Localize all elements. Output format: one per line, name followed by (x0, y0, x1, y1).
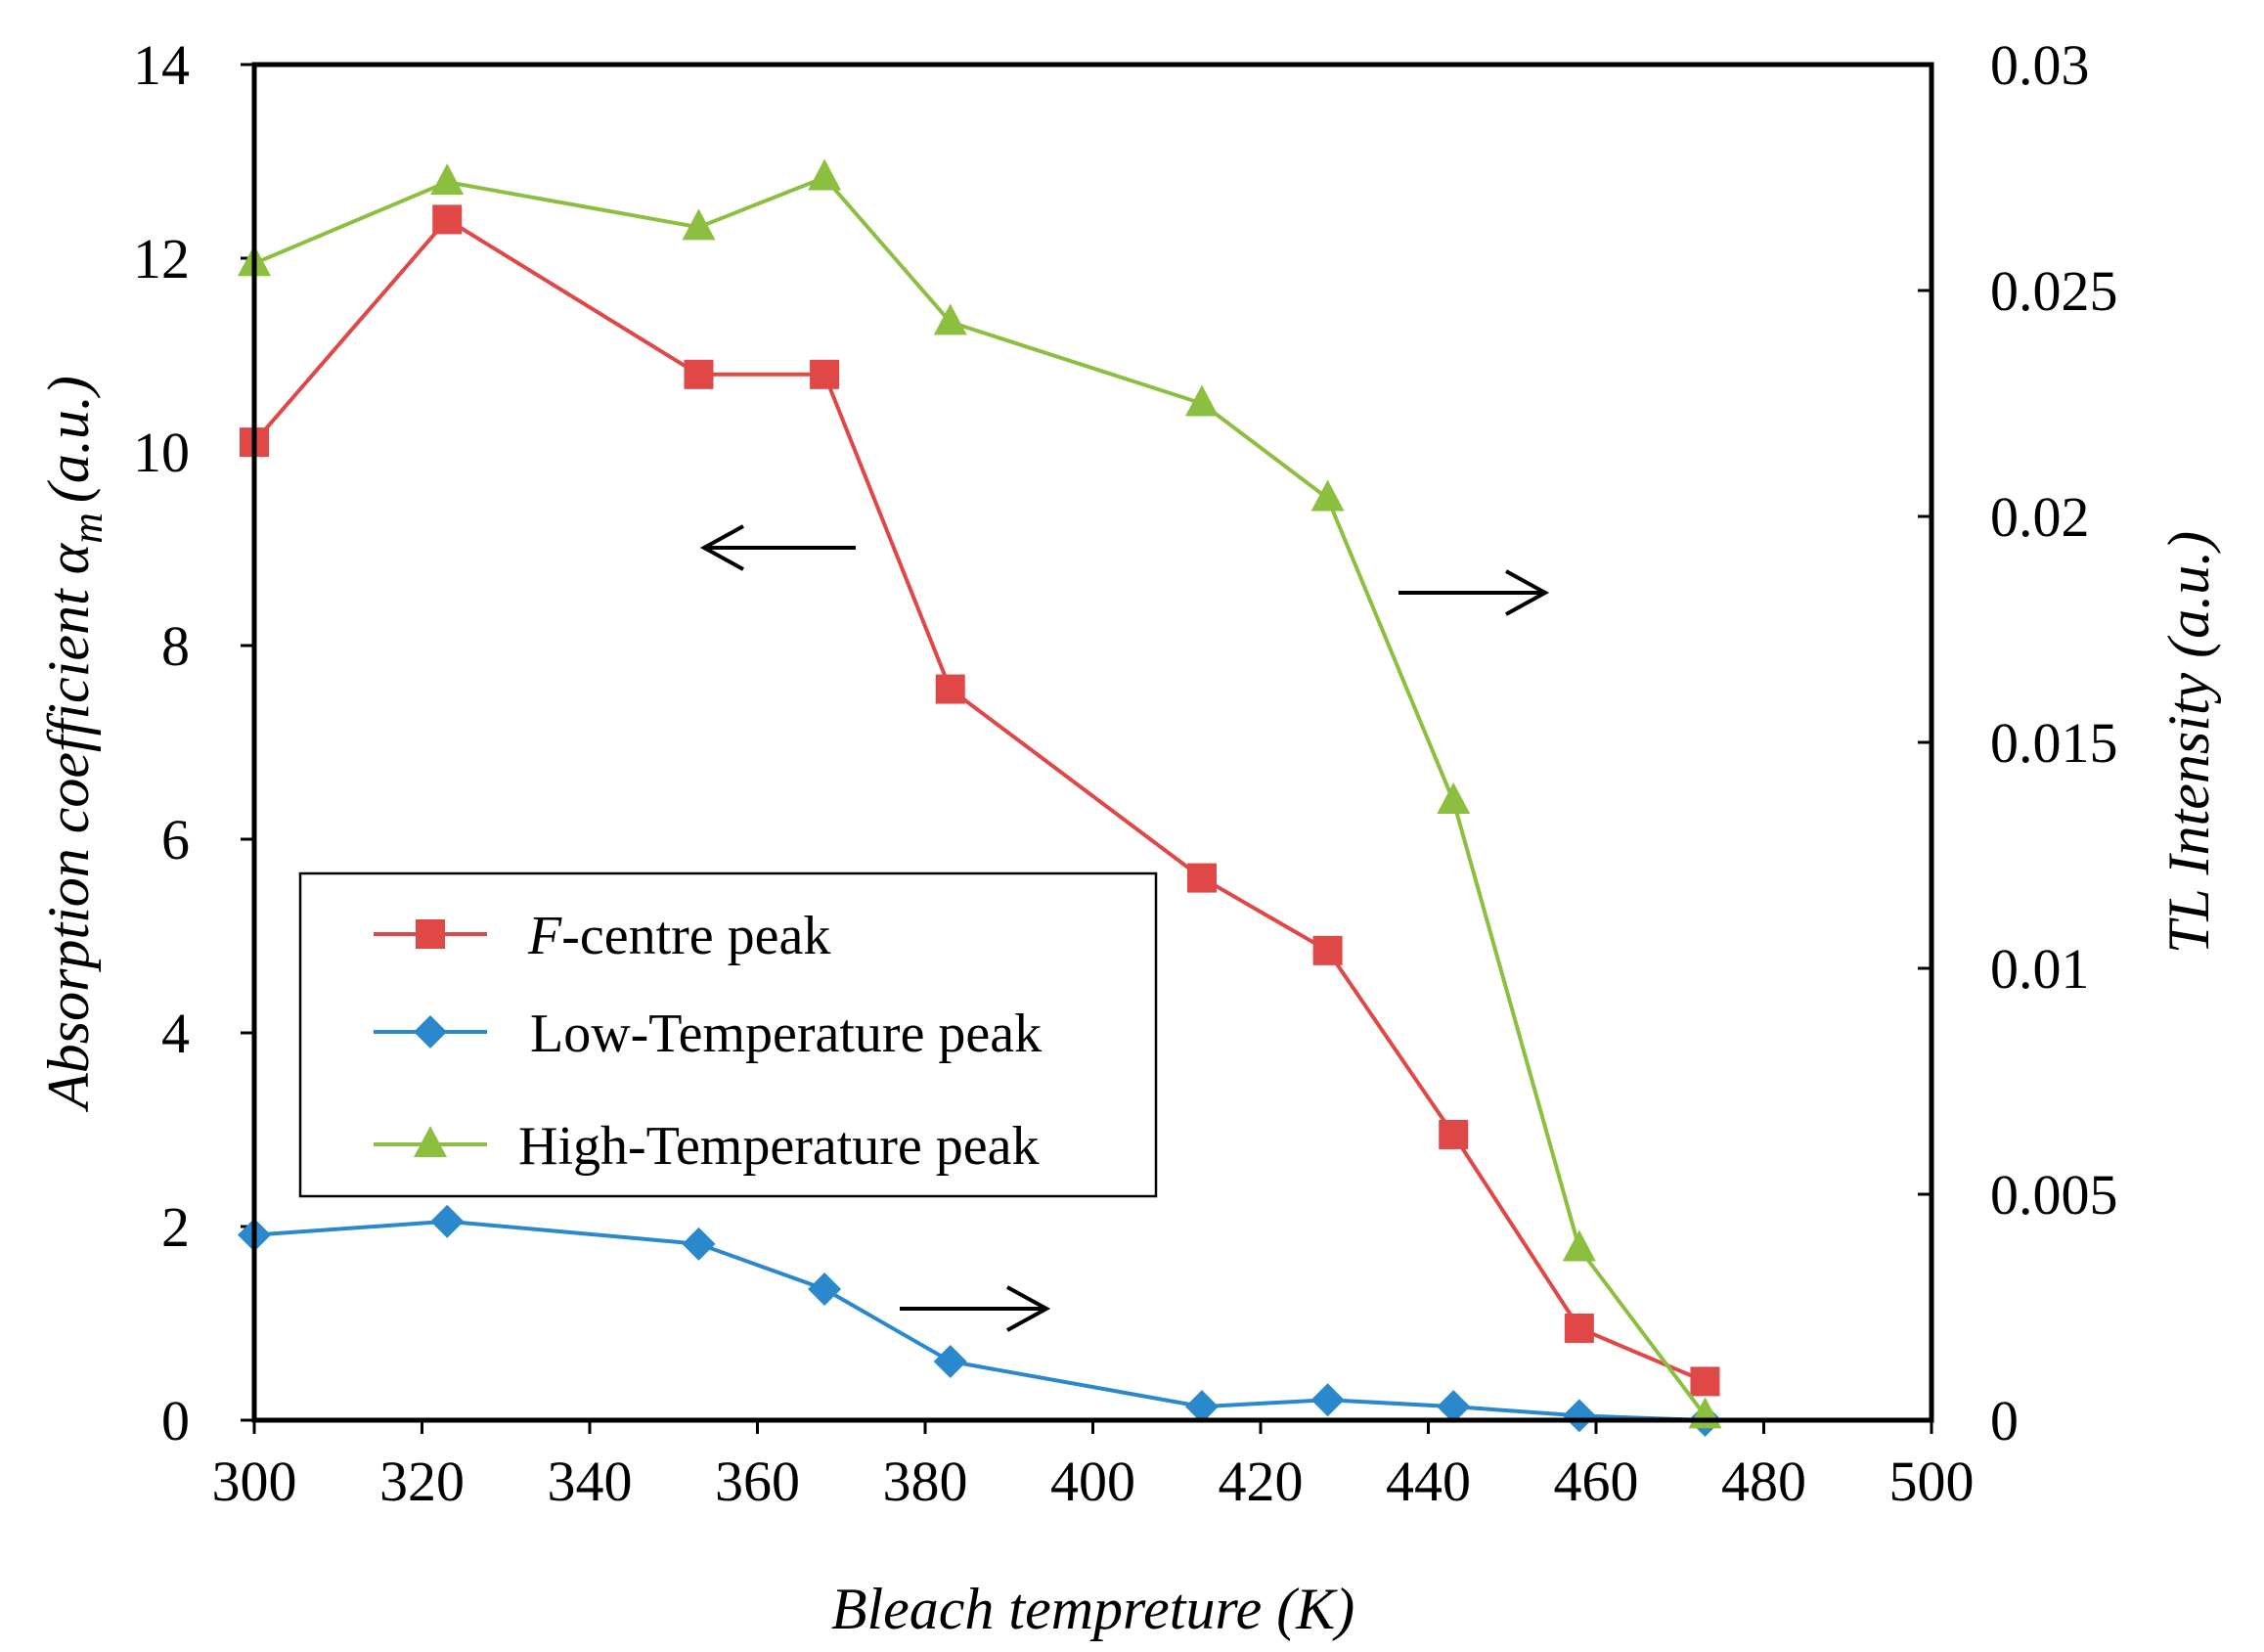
data-point (1184, 384, 1219, 417)
y-tick-label: 0 (161, 1389, 190, 1452)
y2-tick-label: 0.025 (1990, 259, 2118, 323)
x-axis-title: Bleach tempreture (K) (831, 1577, 1354, 1641)
data-point (933, 1344, 967, 1378)
series-line (253, 175, 1708, 1417)
y-tick-label: 6 (161, 808, 190, 871)
arrow-to-left-axis (699, 524, 856, 571)
data-point (935, 674, 965, 704)
y-tick-label: 4 (161, 1002, 190, 1065)
data-point (1310, 1383, 1345, 1417)
arrow-head (699, 524, 744, 571)
data-point (1690, 1366, 1720, 1397)
arrow-to-right-axis-high (1398, 569, 1550, 616)
x-tick-label: 320 (379, 1450, 465, 1513)
annotation-arrows (699, 524, 1550, 1332)
data-point (808, 158, 842, 191)
data-point (1184, 1390, 1219, 1424)
y2-tick-label: 0.01 (1990, 937, 2090, 1001)
data-point (933, 303, 967, 335)
series-line (253, 1219, 1706, 1422)
x-tick-label: 300 (212, 1450, 297, 1513)
arrow-head (1505, 569, 1550, 616)
x-tick-label: 340 (548, 1450, 633, 1513)
legend: F-centre peak Low-Temperature peak High-Te… (298, 871, 1158, 1198)
legend-label-rest: -centre peak (561, 906, 830, 966)
y-tick-label: 2 (161, 1195, 190, 1259)
data-point (432, 204, 463, 235)
data-point (1562, 1399, 1596, 1433)
series-diamond (238, 1204, 1722, 1437)
x-tick-label: 460 (1554, 1450, 1639, 1513)
y2-tick-label: 0.03 (1990, 33, 2090, 97)
legend-label-italic: F (527, 906, 562, 966)
legend-marker (414, 1126, 447, 1157)
x-tick-label: 500 (1889, 1450, 1975, 1513)
data-point (808, 1272, 842, 1307)
data-point (1439, 1119, 1469, 1149)
x-tick-label: 480 (1721, 1450, 1806, 1513)
series-triangle (238, 158, 1722, 1429)
y2-tick-label: 0.02 (1990, 485, 2090, 549)
data-point (684, 359, 714, 389)
legend-entry: Low-Temperature peak (374, 1004, 1042, 1064)
data-point (1562, 1229, 1596, 1262)
data-point (1437, 782, 1471, 815)
data-point (682, 1227, 716, 1261)
y2-tick-label: 0.005 (1990, 1163, 2118, 1227)
data-point (430, 163, 465, 196)
legend-label: F-centre peak (527, 906, 830, 966)
legend-entry: F-centre peak (374, 906, 830, 966)
y-tick-label: 14 (133, 33, 190, 97)
y2-tick-label: 0 (1990, 1389, 2019, 1452)
data-point (1186, 863, 1217, 893)
y-axis-title-subscript: m (64, 513, 111, 544)
data-point (682, 208, 716, 241)
series-square (240, 204, 1720, 1397)
legend-label: Low-Temperature peak (530, 1004, 1042, 1064)
data-point (1564, 1313, 1594, 1343)
arrow-to-right-axis-low (900, 1285, 1051, 1332)
data-point (810, 359, 840, 389)
y2-axis-title: TL Intensity (a.u.) (2156, 531, 2221, 954)
plot-frame (251, 62, 1934, 1423)
series-layer (238, 158, 1722, 1437)
y-tick-label: 12 (133, 227, 190, 290)
x-tick-label: 400 (1050, 1450, 1135, 1513)
legend-label: High-Temperature peak (518, 1116, 1040, 1177)
data-point (1312, 935, 1343, 965)
legend-entries: F-centre peak Low-Temperature peak High-Te… (374, 906, 1042, 1177)
x-tick-label: 360 (715, 1450, 800, 1513)
tick-layer: 300 320 340 360 380 400 420 440 460 480 5000246810… (133, 33, 2118, 1513)
y-axis-title-unit: (a.u.) (36, 376, 101, 503)
y-tick-label: 10 (133, 421, 190, 484)
legend-entry: High-Temperature peak (374, 1116, 1040, 1177)
x-tick-label: 440 (1386, 1450, 1471, 1513)
x-tick-label: 380 (883, 1450, 968, 1513)
x-tick-label: 420 (1219, 1450, 1304, 1513)
data-point (430, 1204, 465, 1238)
data-point (1437, 1390, 1471, 1424)
data-point (1310, 479, 1345, 512)
legend-marker (414, 1015, 447, 1049)
series-line (252, 216, 1707, 1384)
y-axis-title-main: Absorption coefficient α (36, 542, 101, 1113)
y-axis-title: Absorption coefficient αm (a.u.) (36, 376, 111, 1113)
y-tick-label: 8 (161, 614, 190, 678)
legend-marker (416, 919, 445, 949)
y2-tick-label: 0.015 (1990, 711, 2118, 775)
arrow-head (1006, 1285, 1051, 1332)
